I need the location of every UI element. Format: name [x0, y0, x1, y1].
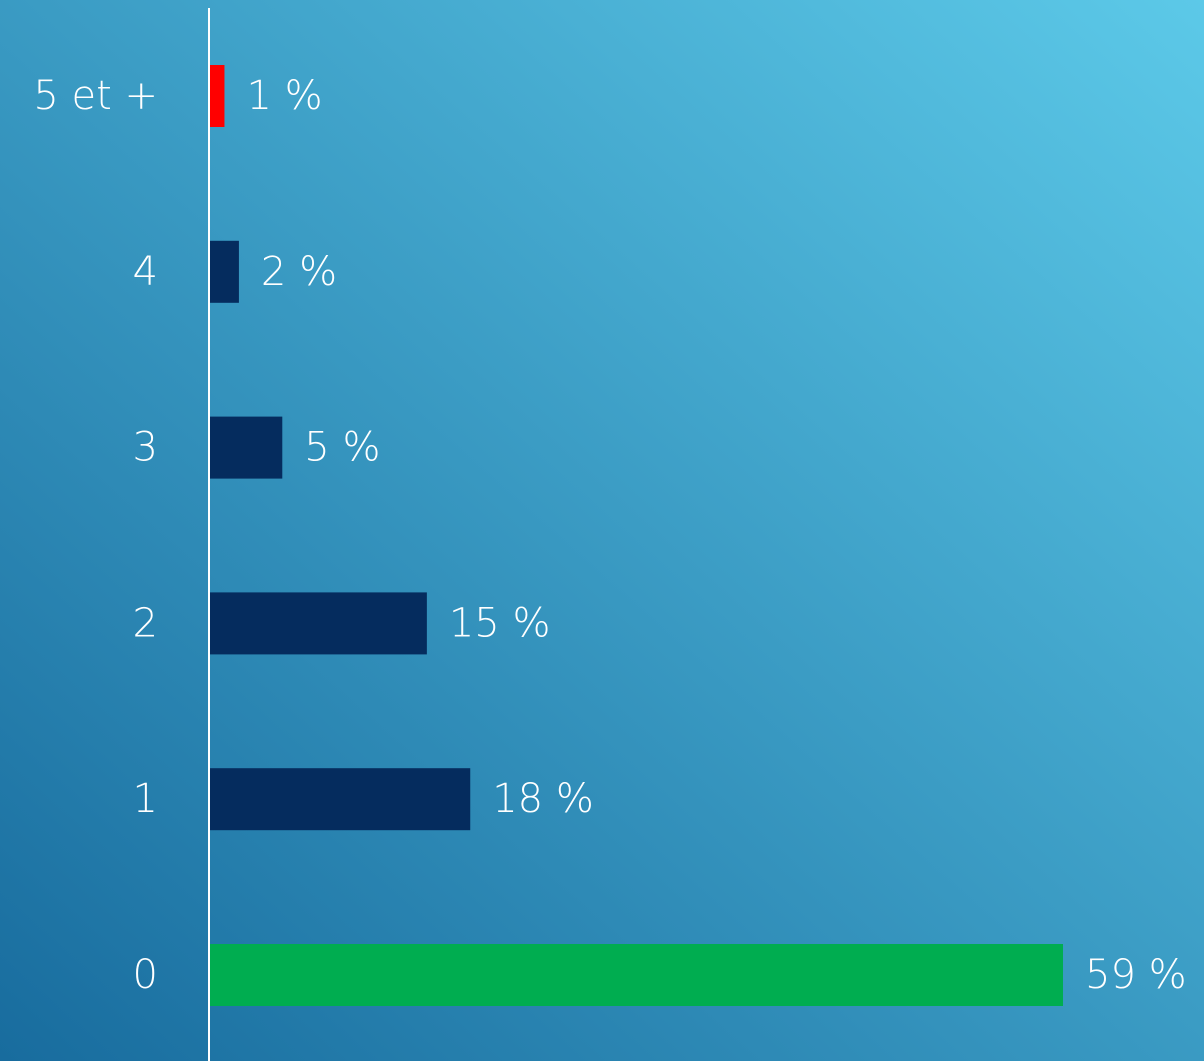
- bar: [210, 592, 427, 655]
- bar: [210, 65, 225, 127]
- category-label: 3: [133, 425, 158, 471]
- value-label: 15 %: [449, 600, 551, 646]
- bar: [210, 240, 239, 303]
- value-label: 59 %: [1085, 952, 1187, 998]
- category-label: 2: [133, 600, 158, 646]
- bar: [210, 768, 471, 831]
- bar: [210, 944, 1063, 1006]
- value-label: 2 %: [261, 249, 337, 295]
- value-label: 5 %: [304, 425, 380, 471]
- category-label: 4: [133, 249, 158, 295]
- value-label: 1 %: [246, 73, 322, 119]
- value-label: 18 %: [492, 776, 594, 822]
- category-label: 5 et +: [33, 73, 158, 119]
- bar: [210, 416, 283, 479]
- category-label: 0: [133, 952, 158, 998]
- category-label: 1: [133, 776, 158, 822]
